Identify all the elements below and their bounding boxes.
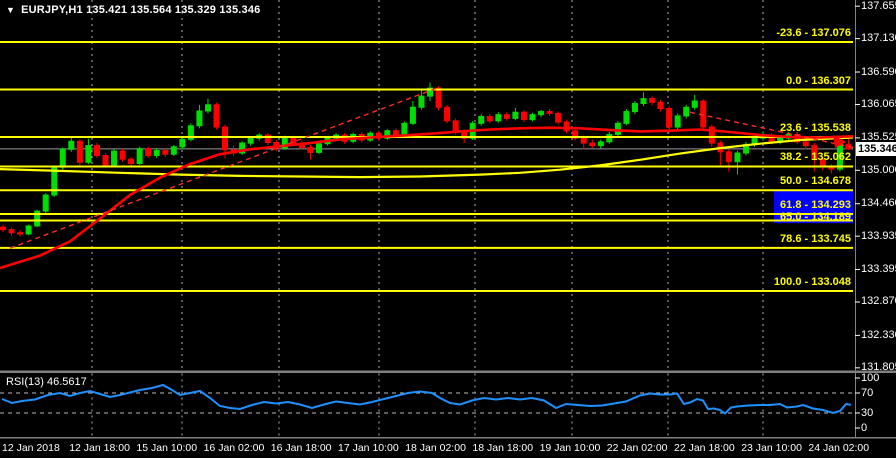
candle-body <box>649 98 656 103</box>
candle-body <box>42 194 49 212</box>
trendline-dashed[interactable] <box>9 87 438 249</box>
candle-body <box>102 154 109 166</box>
candle-body <box>187 125 194 140</box>
candle-body <box>555 112 562 123</box>
candle-body <box>597 141 604 147</box>
candle-body <box>708 126 715 144</box>
candle-body <box>196 110 203 127</box>
candle-body <box>85 145 92 163</box>
panel-separator[interactable] <box>0 370 896 374</box>
candle-body <box>674 115 681 128</box>
candle-body <box>683 106 690 117</box>
candle-body <box>384 130 391 139</box>
candle-body <box>631 103 638 113</box>
candle-body <box>811 145 818 160</box>
candle-body <box>529 114 536 121</box>
candle-body <box>162 150 169 155</box>
candle-body <box>802 141 809 147</box>
candle-body <box>640 98 647 105</box>
candle-body <box>520 111 527 121</box>
candle-body <box>136 148 143 165</box>
candle-body <box>503 114 510 119</box>
candle-body <box>572 130 579 139</box>
rsi-line <box>1 383 852 415</box>
candle-body <box>614 122 621 135</box>
trendline-dashed[interactable] <box>689 111 854 149</box>
candle-body <box>128 158 135 165</box>
candle-body <box>34 210 41 227</box>
candle-body <box>486 116 493 122</box>
candle-body <box>666 107 673 128</box>
candle-body <box>179 138 186 148</box>
candle-body <box>315 143 322 153</box>
candle-body <box>418 95 425 108</box>
candle-body <box>734 152 741 163</box>
candle-body <box>119 150 126 160</box>
candle-body <box>76 140 83 163</box>
candle-body <box>213 104 220 128</box>
candle-body <box>589 142 596 147</box>
candle-body <box>836 143 843 170</box>
candle-body <box>392 130 399 135</box>
candle-body <box>478 116 485 124</box>
candle-body <box>401 122 408 135</box>
candle-body <box>93 145 100 156</box>
candle-body <box>538 111 545 116</box>
candle-body <box>204 104 211 112</box>
candle-body <box>222 126 229 151</box>
candle-body <box>264 134 271 143</box>
candle-body <box>111 150 118 166</box>
drawn-rectangle-object[interactable] <box>774 190 853 224</box>
candle-body <box>409 106 416 124</box>
candle-body <box>580 137 587 144</box>
time-axis-separator <box>0 437 896 439</box>
candle-body <box>170 146 177 155</box>
candle-body <box>0 226 6 231</box>
candle-body <box>495 114 502 122</box>
candle-body <box>606 133 613 143</box>
candle-body <box>657 101 664 109</box>
candle-body <box>239 142 246 154</box>
candle-body <box>444 106 451 122</box>
candle-body <box>145 148 152 156</box>
candle-body <box>623 111 630 124</box>
candle-body <box>563 121 570 132</box>
candle-body <box>725 151 732 163</box>
candle-body <box>435 87 442 108</box>
price-arrow-marker <box>833 135 846 148</box>
candle-body <box>8 229 15 234</box>
candle-body <box>247 137 254 144</box>
candle-body <box>68 140 75 150</box>
ma-fast-line <box>0 126 854 270</box>
candle-body <box>17 232 24 235</box>
candle-body <box>512 111 519 119</box>
candle-body <box>691 100 698 108</box>
candle-body <box>25 225 32 235</box>
candle-body <box>153 150 160 156</box>
candle-body <box>546 111 553 114</box>
candle-body <box>59 148 66 168</box>
candle-body <box>307 146 314 153</box>
